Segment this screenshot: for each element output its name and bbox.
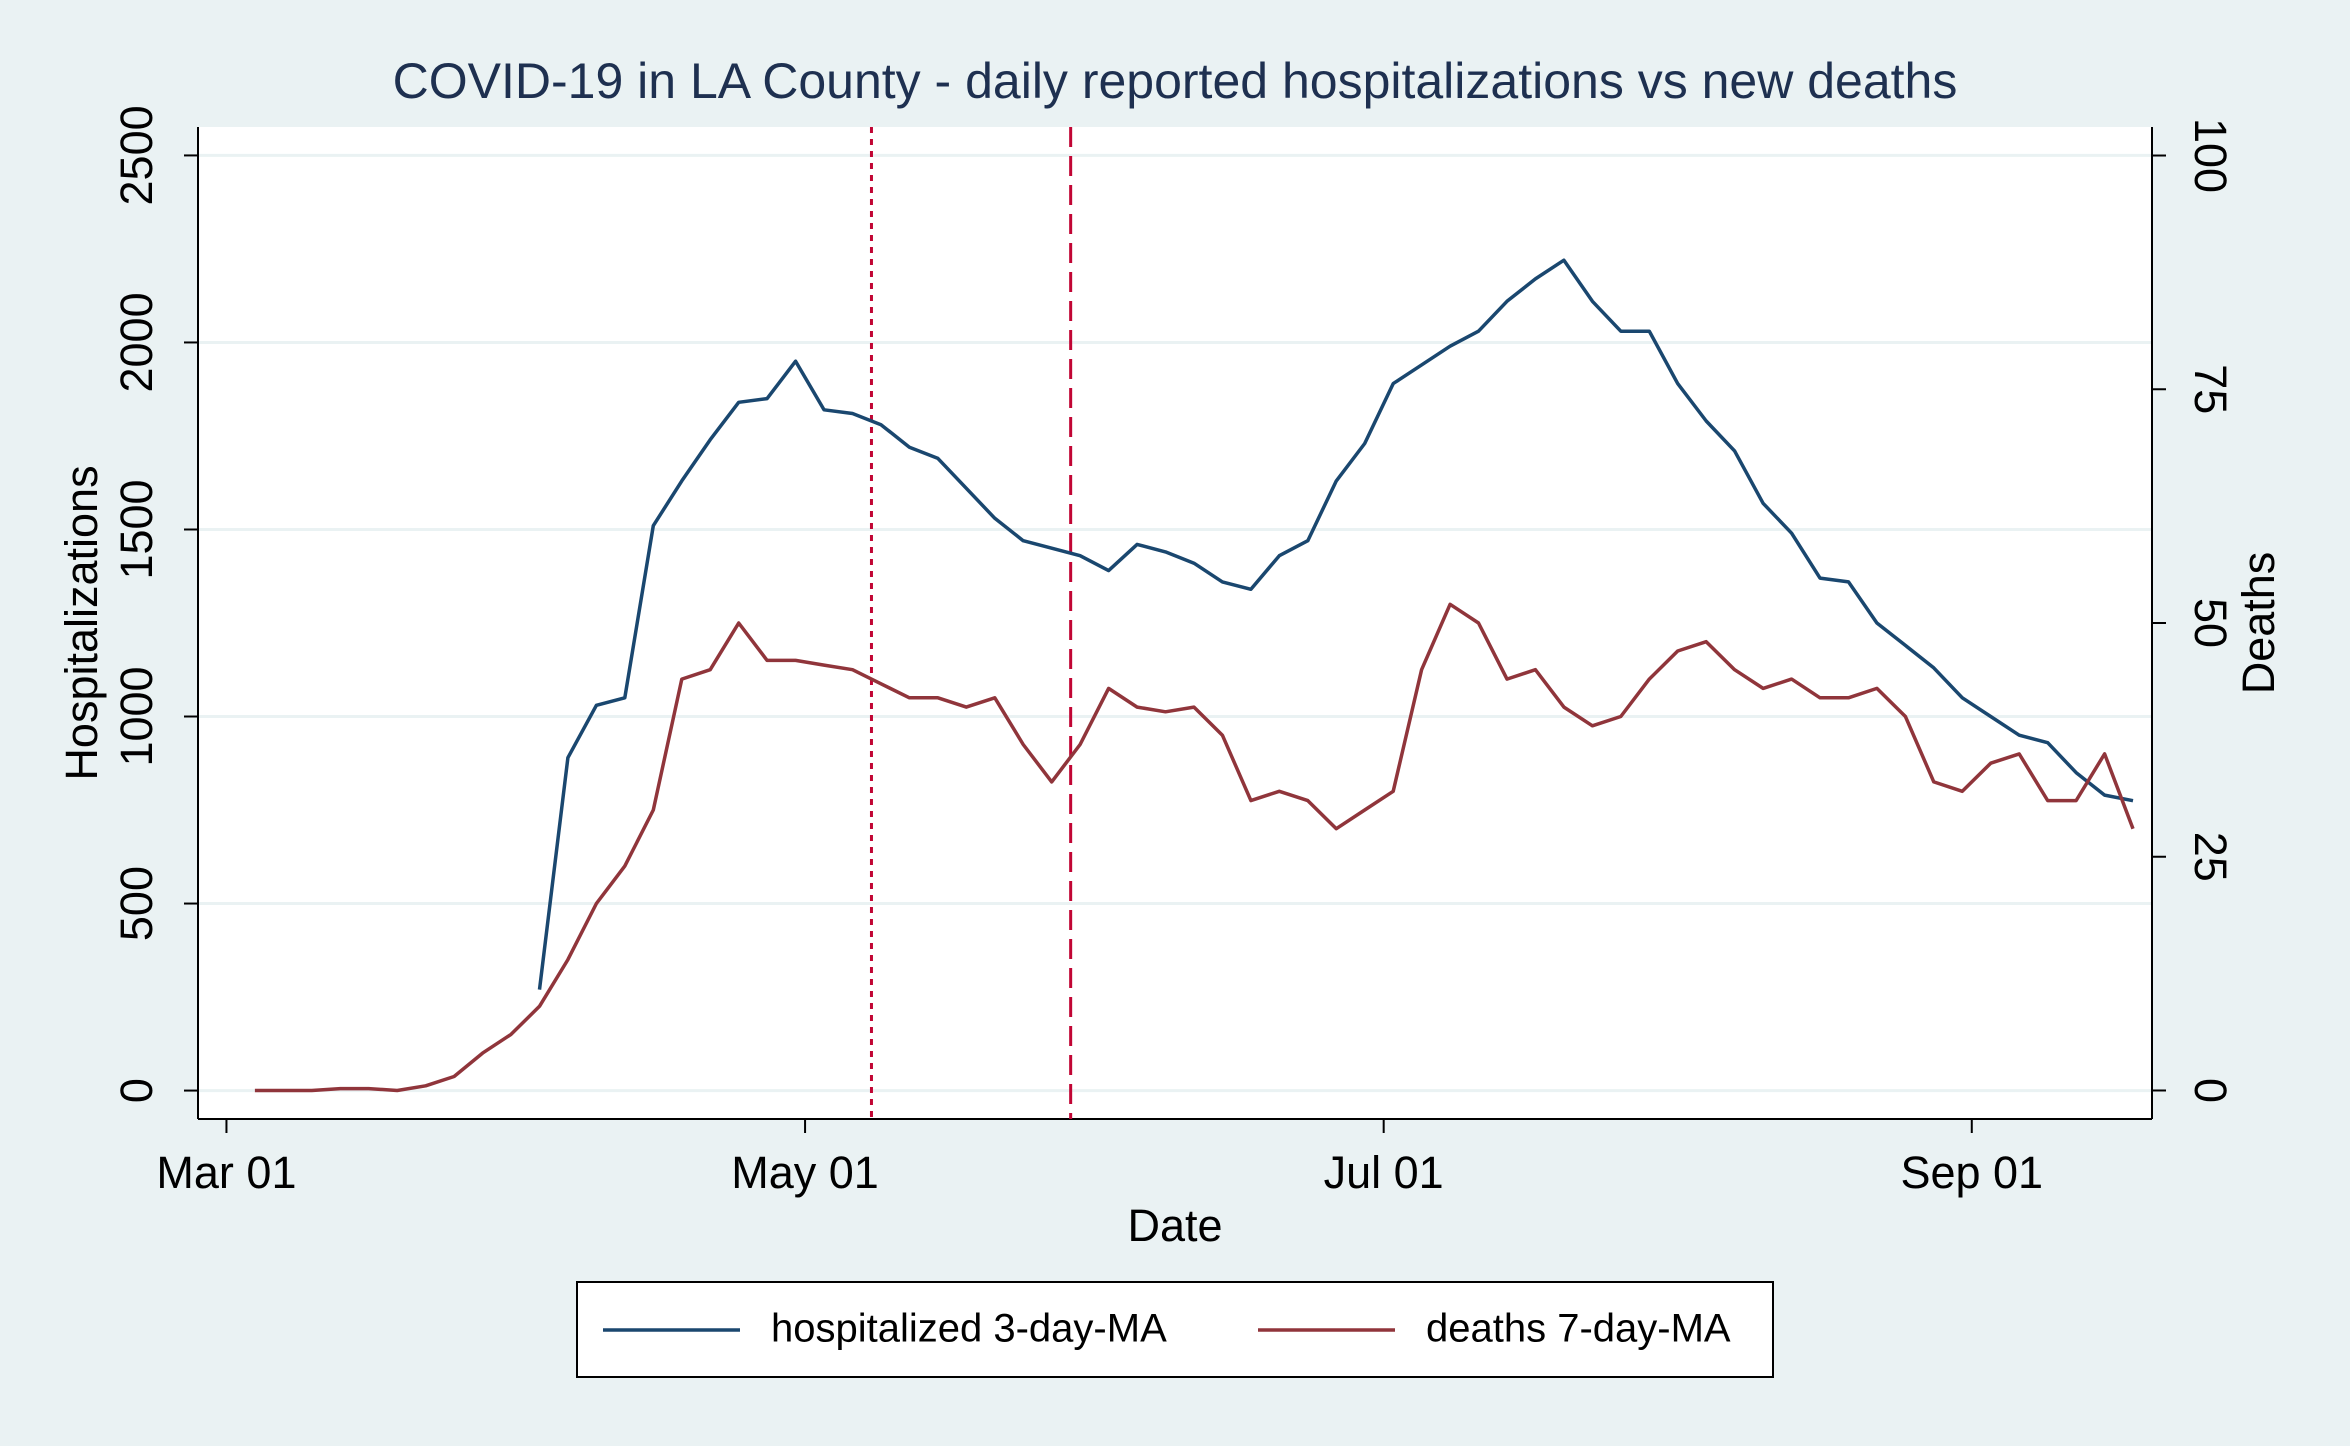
series-line — [537, 258, 2134, 990]
legend-label: deaths 7-day-MA — [1426, 1307, 1731, 1351]
plot-area — [198, 127, 2152, 1119]
y2-tick-label: 50 — [2185, 598, 2236, 648]
x-tick-label: Sep 01 — [1900, 1147, 2043, 1198]
x-axis-title: Date — [1127, 1200, 1222, 1251]
y2-tick-label: 100 — [2185, 118, 2236, 193]
y2-tick-label: 75 — [2185, 364, 2236, 414]
y2-tick-label: 25 — [2185, 832, 2236, 882]
y-tick-label: 2500 — [111, 105, 162, 205]
chart-title: COVID-19 in LA County - daily reported h… — [393, 53, 1958, 109]
y-tick-label: 2000 — [111, 292, 162, 392]
x-tick-label: May 01 — [731, 1147, 879, 1198]
y-tick-label: 1000 — [111, 666, 162, 766]
y2-axis-title: Deaths — [2233, 552, 2284, 695]
x-tick-label: Jul 01 — [1324, 1147, 1444, 1198]
series-line — [254, 602, 2135, 1093]
y-tick-label: 500 — [111, 866, 162, 941]
y-tick-label: 1500 — [111, 479, 162, 579]
y-tick-label: 0 — [111, 1078, 162, 1103]
y2-tick-label: 0 — [2185, 1078, 2236, 1103]
legend-label: hospitalized 3-day-MA — [771, 1307, 1167, 1351]
legend-box — [576, 1281, 1774, 1378]
y-axis-title: Hospitalizations — [56, 465, 107, 780]
x-tick-label: Mar 01 — [156, 1147, 296, 1198]
